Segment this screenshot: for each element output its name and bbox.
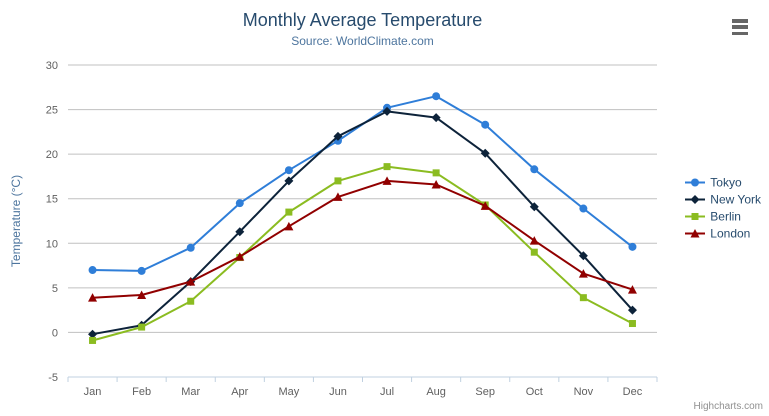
y-axis-tick-label: 10 bbox=[46, 238, 58, 250]
point-marker[interactable] bbox=[88, 329, 98, 339]
point-marker[interactable] bbox=[579, 204, 588, 213]
chart-subtitle: Source: WorldClimate.com bbox=[291, 34, 434, 48]
series-line-tokyo[interactable] bbox=[91, 95, 634, 272]
point-marker[interactable] bbox=[334, 177, 342, 185]
point-marker[interactable] bbox=[480, 201, 490, 210]
x-axis-tick-label: May bbox=[278, 386, 299, 398]
x-axis-tick-label: Oct bbox=[526, 386, 543, 398]
point-marker[interactable] bbox=[530, 248, 538, 256]
point-marker[interactable] bbox=[529, 202, 539, 212]
point-marker[interactable] bbox=[138, 323, 146, 331]
point-marker[interactable] bbox=[529, 236, 539, 245]
x-axis-tick-label: Dec bbox=[623, 386, 643, 398]
point-marker[interactable] bbox=[285, 208, 293, 216]
point-marker[interactable] bbox=[627, 285, 637, 294]
point-marker[interactable] bbox=[89, 336, 97, 344]
point-marker[interactable] bbox=[690, 195, 700, 204]
x-axis-tick-label: Jun bbox=[329, 386, 347, 398]
point-marker[interactable] bbox=[284, 176, 294, 186]
x-axis-tick-label: Sep bbox=[475, 386, 495, 398]
y-axis-tick-label: 5 bbox=[52, 283, 58, 295]
point-marker[interactable] bbox=[530, 165, 539, 174]
circle-legend-marker-icon bbox=[685, 178, 706, 187]
x-axis-tick-label: Feb bbox=[132, 386, 151, 398]
point-marker[interactable] bbox=[382, 106, 392, 116]
legend-item-berlin[interactable]: Berlin bbox=[685, 210, 761, 224]
hamburger-icon bbox=[732, 31, 748, 35]
point-marker[interactable] bbox=[432, 92, 441, 101]
point-marker[interactable] bbox=[284, 166, 293, 175]
y-axis-title: Temperature (°C) bbox=[9, 175, 23, 267]
point-marker[interactable] bbox=[88, 266, 97, 275]
y-axis-tick-label: 15 bbox=[46, 194, 58, 206]
point-marker[interactable] bbox=[382, 176, 392, 185]
point-marker[interactable] bbox=[691, 213, 699, 220]
x-axis-tick-label: Mar bbox=[181, 386, 200, 398]
legend-item-new-york[interactable]: New York bbox=[685, 193, 761, 207]
point-marker[interactable] bbox=[235, 252, 245, 261]
series-line-new-york[interactable] bbox=[91, 110, 634, 336]
point-marker[interactable] bbox=[137, 266, 146, 275]
point-marker[interactable] bbox=[431, 179, 441, 189]
square-legend-marker-icon bbox=[685, 213, 706, 220]
point-marker[interactable] bbox=[690, 229, 700, 238]
y-axis-tick-label: 30 bbox=[46, 60, 58, 72]
point-marker[interactable] bbox=[578, 269, 588, 278]
y-axis-tick-label: 20 bbox=[46, 149, 58, 161]
legend-label: Tokyo bbox=[710, 175, 742, 190]
point-marker[interactable] bbox=[137, 290, 147, 299]
point-marker[interactable] bbox=[691, 178, 700, 187]
x-axis-tick-label: Jan bbox=[84, 386, 102, 398]
export-menu-button[interactable] bbox=[727, 16, 753, 38]
diamond-legend-marker-icon bbox=[685, 195, 706, 204]
point-marker[interactable] bbox=[187, 297, 195, 305]
hamburger-icon bbox=[732, 25, 748, 29]
legend: Tokyo New York Berlin London bbox=[685, 176, 761, 241]
point-marker[interactable] bbox=[628, 242, 637, 251]
series-line-berlin[interactable] bbox=[91, 165, 634, 342]
legend-label: London bbox=[710, 226, 751, 241]
series-line-london[interactable] bbox=[91, 179, 634, 299]
point-marker[interactable] bbox=[186, 243, 195, 252]
y-axis-tick-label: 25 bbox=[46, 105, 58, 117]
point-marker[interactable] bbox=[432, 169, 440, 177]
point-marker[interactable] bbox=[578, 251, 588, 261]
x-axis-tick-label: Aug bbox=[426, 386, 446, 398]
x-axis-tick-label: Nov bbox=[574, 386, 594, 398]
x-axis-tick-label: Apr bbox=[231, 386, 248, 398]
point-marker[interactable] bbox=[284, 221, 294, 231]
point-marker[interactable] bbox=[383, 163, 391, 171]
point-marker[interactable] bbox=[235, 227, 245, 237]
y-axis-tick-label: 0 bbox=[52, 327, 58, 339]
credits-link[interactable]: Highcharts.com bbox=[693, 401, 763, 412]
point-marker[interactable] bbox=[481, 120, 490, 129]
point-marker[interactable] bbox=[627, 305, 637, 315]
point-marker[interactable] bbox=[628, 320, 636, 328]
legend-item-london[interactable]: London bbox=[685, 227, 761, 241]
point-marker[interactable] bbox=[88, 293, 98, 302]
legend-item-tokyo[interactable]: Tokyo bbox=[685, 176, 761, 190]
point-marker[interactable] bbox=[480, 148, 490, 158]
legend-label: New York bbox=[710, 192, 761, 207]
hamburger-icon bbox=[732, 19, 748, 23]
legend-label: Berlin bbox=[710, 209, 741, 224]
point-marker[interactable] bbox=[579, 294, 587, 302]
point-marker[interactable] bbox=[333, 131, 343, 141]
triangle-legend-marker-icon bbox=[685, 229, 706, 238]
point-marker[interactable] bbox=[235, 199, 244, 208]
point-marker[interactable] bbox=[431, 113, 441, 123]
y-axis-tick-label: -5 bbox=[48, 372, 58, 384]
point-marker[interactable] bbox=[186, 277, 196, 286]
chart-title: Monthly Average Temperature bbox=[242, 10, 483, 30]
point-marker[interactable] bbox=[333, 192, 343, 201]
x-axis-tick-label: Jul bbox=[380, 386, 394, 398]
